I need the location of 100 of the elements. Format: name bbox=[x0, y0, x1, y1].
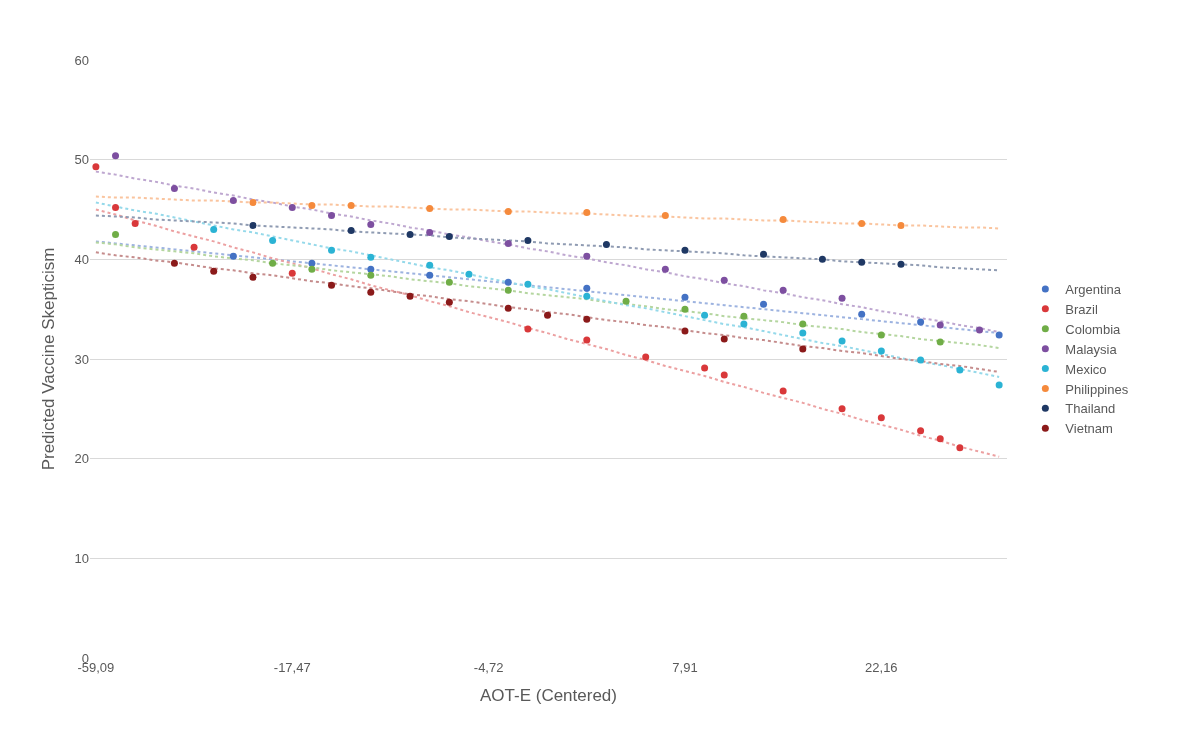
point bbox=[328, 246, 336, 254]
point bbox=[877, 414, 885, 422]
point bbox=[838, 337, 846, 345]
point bbox=[936, 435, 944, 443]
point bbox=[760, 250, 768, 258]
point bbox=[504, 286, 512, 294]
point bbox=[917, 356, 925, 364]
point bbox=[112, 152, 120, 160]
point bbox=[720, 276, 728, 284]
point bbox=[347, 202, 355, 210]
point bbox=[622, 297, 630, 305]
point bbox=[838, 294, 846, 302]
point bbox=[210, 225, 218, 233]
point bbox=[367, 253, 375, 261]
point bbox=[249, 273, 257, 281]
point bbox=[583, 292, 591, 300]
point bbox=[544, 311, 552, 319]
legend-label: Colombia bbox=[1065, 321, 1122, 337]
point bbox=[308, 202, 316, 210]
point bbox=[877, 347, 885, 355]
point bbox=[524, 236, 532, 244]
point bbox=[328, 211, 336, 219]
x-axis-title: AOT-E (Centered) bbox=[480, 686, 617, 706]
x-tick-label: 7,91 bbox=[672, 660, 698, 675]
point bbox=[936, 338, 944, 346]
legend-label: Philippines bbox=[1065, 381, 1129, 397]
point bbox=[367, 220, 375, 228]
point bbox=[367, 265, 375, 273]
point bbox=[779, 387, 787, 395]
point bbox=[583, 315, 591, 323]
point bbox=[956, 366, 964, 374]
point bbox=[995, 331, 1003, 339]
point bbox=[956, 444, 964, 452]
point bbox=[681, 305, 689, 313]
point bbox=[92, 163, 100, 171]
point bbox=[779, 215, 787, 223]
point bbox=[406, 292, 414, 300]
point bbox=[858, 219, 866, 227]
point bbox=[504, 207, 512, 215]
point bbox=[858, 258, 866, 266]
point bbox=[426, 271, 434, 279]
point bbox=[740, 320, 748, 328]
x-tick-label: 22,16 bbox=[865, 660, 898, 675]
point bbox=[701, 311, 709, 319]
point bbox=[288, 204, 296, 212]
point bbox=[426, 205, 434, 212]
point bbox=[504, 304, 512, 312]
point bbox=[269, 236, 277, 244]
point bbox=[524, 325, 532, 333]
point bbox=[406, 230, 414, 238]
point bbox=[504, 239, 512, 247]
point bbox=[799, 320, 807, 328]
point bbox=[897, 260, 905, 268]
point bbox=[838, 405, 846, 413]
point bbox=[131, 219, 139, 227]
line-series bbox=[94, 201, 1001, 378]
point bbox=[524, 280, 532, 288]
point bbox=[917, 427, 925, 435]
point bbox=[445, 278, 453, 286]
point bbox=[367, 288, 375, 296]
point bbox=[858, 310, 866, 318]
point bbox=[583, 208, 591, 216]
point bbox=[367, 271, 375, 279]
point bbox=[720, 335, 728, 343]
point bbox=[445, 232, 453, 240]
point bbox=[602, 240, 610, 248]
point bbox=[308, 259, 316, 267]
point bbox=[760, 300, 768, 308]
y-axis-title: Predicted Vaccine Skepticism bbox=[39, 247, 59, 471]
point bbox=[740, 312, 748, 320]
point bbox=[583, 252, 591, 260]
point bbox=[661, 265, 669, 273]
point bbox=[681, 293, 689, 301]
point bbox=[976, 326, 984, 334]
line-series bbox=[94, 208, 1001, 458]
y-tick-label: 50 bbox=[74, 152, 89, 168]
point bbox=[426, 228, 434, 236]
point bbox=[465, 270, 473, 278]
point bbox=[661, 211, 669, 219]
point bbox=[190, 243, 198, 251]
point bbox=[504, 278, 512, 286]
point bbox=[426, 261, 434, 269]
point bbox=[112, 230, 120, 238]
point bbox=[583, 336, 591, 344]
point bbox=[701, 364, 709, 372]
legend-label: Thailand bbox=[1065, 401, 1116, 417]
point bbox=[995, 381, 1003, 389]
point bbox=[269, 259, 277, 267]
y-tick-label: 30 bbox=[74, 351, 89, 367]
point bbox=[681, 327, 689, 335]
legend-label: Mexico bbox=[1065, 361, 1107, 377]
point bbox=[799, 345, 807, 353]
point bbox=[779, 286, 787, 294]
legend-label: Malaysia bbox=[1065, 341, 1118, 357]
point bbox=[818, 255, 826, 263]
point bbox=[799, 329, 807, 337]
point bbox=[642, 353, 650, 361]
point bbox=[288, 269, 296, 277]
point bbox=[229, 252, 237, 260]
x-tick-label: -4,72 bbox=[473, 660, 504, 675]
